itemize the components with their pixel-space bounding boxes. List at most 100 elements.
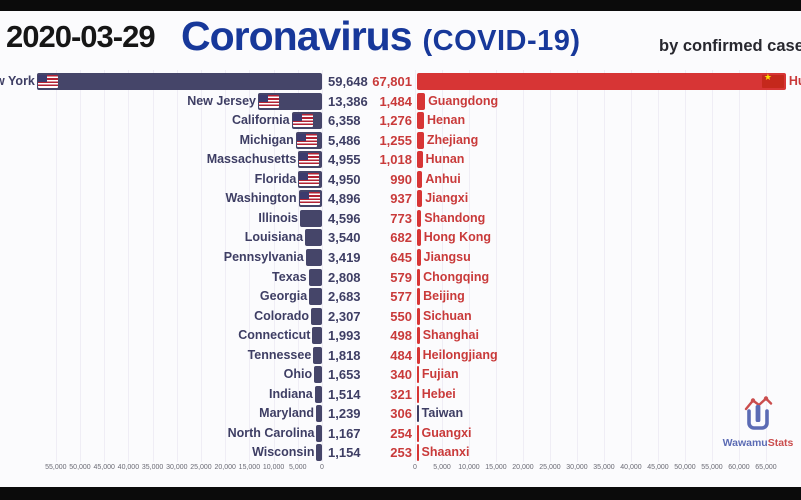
us-value-label: 1,653 (328, 367, 361, 383)
province-label: Beijing (423, 289, 465, 304)
left-axis-tick: 35,000 (141, 464, 164, 471)
state-label: North Carolina (227, 425, 315, 440)
province-label: Shandong (424, 210, 486, 225)
china-value-label: 579 (390, 269, 412, 285)
us-bar (298, 151, 322, 169)
gridline (176, 70, 178, 462)
state-label: Maryland (259, 406, 315, 421)
gridline (55, 70, 57, 462)
state-label: Florida (254, 171, 297, 186)
right-axis-tick: 50,000 (674, 464, 696, 471)
gridline (442, 70, 443, 462)
china-bar (417, 190, 423, 208)
right-axis-tick: 0 (413, 464, 417, 471)
state-label: Wisconsin (252, 445, 315, 460)
gridline (712, 70, 713, 462)
china-bar (417, 229, 421, 247)
china-bar (417, 385, 419, 403)
us-value-label: 4,950 (328, 171, 361, 187)
us-bar (312, 327, 322, 345)
state-label: California (231, 113, 290, 128)
us-value-label: 1,818 (328, 347, 361, 363)
us-value-label: 3,419 (328, 249, 361, 265)
china-value-label: 937 (390, 191, 412, 207)
gridline (577, 70, 578, 462)
province-label: Jiangsu (423, 249, 471, 264)
right-axis-tick: 35,000 (593, 464, 615, 471)
current-date: 2020-03-29 (6, 19, 156, 54)
logo-text-secondary: Stats (767, 437, 794, 449)
china-bar (417, 444, 419, 462)
left-axis-tick: 50,000 (69, 464, 91, 471)
province-label: Hunan (425, 152, 465, 167)
china-value-label: 1,276 (379, 113, 412, 129)
left-axis-tick: 20,000 (214, 464, 236, 471)
gridline (550, 70, 551, 462)
china-value-label: 484 (390, 347, 412, 363)
china-value-label: 67,801 (372, 74, 412, 89)
left-axis-tick: 45,000 (93, 464, 115, 471)
province-label: Anhui (425, 171, 461, 186)
china-value-label: 1,484 (379, 93, 412, 109)
province-label: Zhejiang (426, 132, 479, 147)
china-value-label: 550 (390, 308, 412, 324)
state-label: Illinois (258, 210, 299, 225)
gridline (739, 70, 740, 462)
us-bar (313, 346, 322, 364)
gridline (273, 70, 275, 462)
china-value-label: 682 (390, 230, 412, 246)
state-label: Texas (272, 269, 307, 284)
us-value-label: 6,358 (328, 113, 361, 129)
china-bar (417, 92, 426, 110)
china-bar (417, 170, 423, 188)
china-value-label: 577 (390, 289, 412, 305)
province-label: Henan (426, 113, 466, 128)
gridline (604, 70, 605, 462)
state-label: Connecticut (238, 328, 311, 343)
right-axis-tick: 40,000 (620, 464, 642, 471)
china-bar (417, 424, 419, 442)
left-axis-tick: 40,000 (117, 464, 140, 471)
left-axis-tick: 25,000 (190, 464, 212, 471)
china-value-label: 1,018 (379, 152, 412, 168)
left-axis-tick: 10,000 (262, 464, 285, 471)
state-label: Tennessee (247, 347, 312, 362)
province-label: Hubei (788, 74, 801, 88)
metric-caption: by confirmed case (659, 37, 801, 55)
us-bar (291, 112, 322, 130)
gridline (201, 70, 202, 462)
us-bar (310, 307, 322, 325)
gridline (128, 70, 130, 462)
gridline (80, 70, 81, 462)
province-label: Taiwan (421, 406, 464, 421)
right-axis-tick: 60,000 (728, 464, 750, 471)
title-main: Coronavirus (181, 13, 412, 59)
us-value-label: 3,540 (328, 230, 361, 246)
right-axis-tick: 20,000 (512, 464, 534, 471)
province-label: Guangdong (428, 93, 499, 108)
us-bar (300, 209, 322, 227)
us-flag-icon (259, 94, 279, 108)
china-value-label: 306 (390, 406, 412, 422)
gridline (631, 70, 632, 462)
china-bar (417, 307, 420, 325)
gridline (152, 70, 154, 462)
china-value-label: 1,255 (379, 132, 412, 148)
china-bar (417, 248, 421, 266)
gridline (297, 70, 299, 462)
title-sub: (COVID-19) (422, 25, 581, 57)
china-bar (417, 346, 420, 364)
province-label: Chongqing (423, 269, 490, 284)
china-bar (417, 112, 424, 130)
left-axis-tick: 15,000 (238, 464, 261, 471)
state-label: Georgia (259, 289, 308, 304)
province-label: Fujian (421, 367, 459, 382)
letterbox-top (0, 0, 801, 11)
us-bar (295, 131, 322, 149)
right-axis-tick: 65,000 (755, 464, 777, 471)
gridline (322, 70, 323, 462)
right-axis-tick: 25,000 (539, 464, 561, 471)
state-label: Michigan (239, 132, 294, 147)
us-flag-icon (296, 133, 317, 147)
